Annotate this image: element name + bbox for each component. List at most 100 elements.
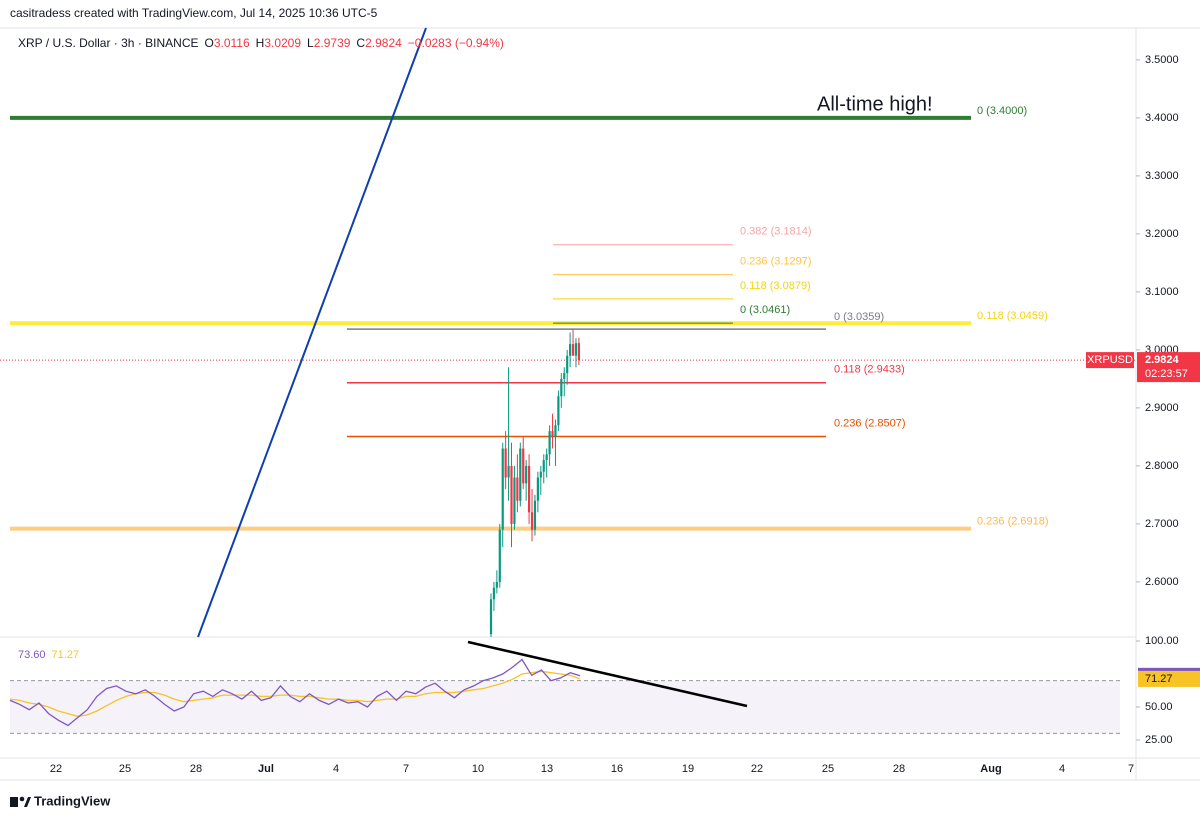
candle-body: [551, 431, 554, 437]
x-tick-label: 22: [50, 763, 62, 775]
footer-logo: [10, 796, 31, 807]
y-tick-label: 3.2000: [1145, 228, 1179, 240]
candle-body: [492, 587, 496, 600]
y-tick-label: 3.5000: [1145, 54, 1179, 66]
candle-body: [569, 344, 572, 356]
level-label: 0.118 (3.0459): [977, 310, 1048, 322]
candle-body: [542, 460, 545, 472]
y-tick-label: 2.7000: [1145, 518, 1179, 530]
rsi-legend: 73.60 71.27: [18, 649, 79, 661]
rsi-ma-tag-label: 71.27: [1145, 673, 1173, 685]
fib-label: 0 (3.0461): [740, 304, 790, 316]
candle-body: [516, 477, 519, 501]
x-tick-label: 28: [893, 763, 905, 775]
candle-body: [530, 512, 534, 530]
rsi-tick-label: 50.00: [1145, 701, 1173, 713]
rsi-tick-label: 25.00: [1145, 734, 1173, 746]
candle-body: [554, 425, 557, 437]
candle-body: [489, 599, 493, 635]
price-tag: 2.9824: [1145, 354, 1180, 366]
candle-body: [574, 343, 578, 356]
x-tick-label: 7: [1128, 763, 1134, 775]
x-tick-label: 19: [682, 763, 694, 775]
x-tick-label: 4: [1059, 763, 1065, 775]
l-label: L: [307, 36, 314, 50]
symbol-tag-box: [1086, 352, 1134, 369]
fib-label: 0.118 (3.0879): [740, 280, 811, 292]
price-tag-box: [1137, 352, 1200, 383]
candle-body: [504, 448, 507, 478]
countdown: 02:23:57: [1145, 368, 1188, 380]
x-tick-label: Jul: [258, 763, 274, 775]
candle-body: [513, 477, 516, 524]
symbol-tag: XRPUSD: [1087, 354, 1133, 366]
y-tick-label: 3.1000: [1145, 286, 1179, 298]
o-value: 3.0116: [214, 36, 250, 50]
candle-body: [571, 344, 575, 356]
fib-label: 0.382 (3.1814): [740, 226, 812, 238]
candle-body: [545, 454, 548, 461]
x-tick-label: 10: [472, 763, 484, 775]
x-tick-label: Aug: [980, 763, 1001, 775]
y-tick-label: 2.9000: [1145, 402, 1179, 414]
h-label: H: [256, 36, 265, 50]
candle-body: [519, 448, 522, 501]
candle-body: [527, 465, 531, 513]
symbol: XRP / U.S. Dollar · 3h · BINANCE: [18, 36, 199, 50]
candle-body: [548, 431, 551, 455]
x-tick-label: 4: [333, 763, 339, 775]
candle-body: [577, 343, 580, 361]
change: −0.0283 (−0.94%): [408, 36, 504, 50]
candle-body: [522, 448, 525, 484]
candle-body: [533, 500, 537, 530]
x-tick-label: 22: [751, 763, 763, 775]
rsi-ma-line: [9, 670, 581, 717]
candle-body: [566, 355, 569, 374]
rsi-ma-tag-box: [1138, 670, 1200, 687]
c-value: 2.9824: [365, 36, 402, 50]
fib-label: 0 (3.0359): [834, 311, 884, 323]
candle-body: [525, 465, 528, 484]
candle-body: [498, 529, 501, 582]
candle-body: [557, 396, 560, 426]
x-tick-label: 25: [119, 763, 131, 775]
divergence-line: [467, 640, 748, 708]
footer: TradingView: [34, 793, 111, 808]
candle-body: [495, 581, 498, 588]
y-tick-label: 2.6000: [1145, 576, 1179, 588]
candle-body: [507, 465, 510, 478]
candle-body: [560, 378, 563, 397]
o-label: O: [205, 36, 214, 50]
x-tick-label: 28: [190, 763, 202, 775]
c-label: C: [356, 36, 365, 50]
y-tick-label: 2.8000: [1145, 460, 1179, 472]
rsi-line: [9, 658, 581, 727]
rsi-legend-value: 73.60: [18, 649, 46, 661]
l-value: 2.9739: [314, 36, 351, 50]
candle-body: [563, 373, 566, 379]
candle-body: [536, 477, 539, 501]
level-label: 0 (3.4000): [977, 105, 1027, 117]
rsi-tick-label: 100.00: [1145, 635, 1179, 647]
rsi-band: [10, 680, 1120, 734]
level-label: 0.236 (2.6918): [977, 516, 1049, 528]
header: casitradess created with TradingView.com…: [10, 6, 378, 20]
candle-body: [501, 448, 504, 530]
y-tick-label: 3.4000: [1145, 112, 1179, 124]
y-tick-label: 3.3000: [1145, 170, 1179, 182]
fib-label: 0.236 (2.8507): [834, 417, 906, 429]
fib-label: 0.236 (3.1297): [740, 256, 812, 268]
fib-label: 0.118 (2.9433): [834, 364, 905, 376]
plot-layer: 2.60002.70002.80002.90003.00003.10003.20…: [0, 54, 1200, 775]
x-tick-label: 16: [611, 763, 623, 775]
h-value: 3.0209: [264, 36, 301, 50]
candle-body: [510, 465, 513, 524]
annotation: All-time high!: [817, 93, 933, 115]
trend-line: [197, 27, 427, 638]
x-tick-label: 25: [822, 763, 834, 775]
x-tick-label: 13: [541, 763, 553, 775]
rsi-legend-ma: 71.27: [52, 649, 80, 661]
